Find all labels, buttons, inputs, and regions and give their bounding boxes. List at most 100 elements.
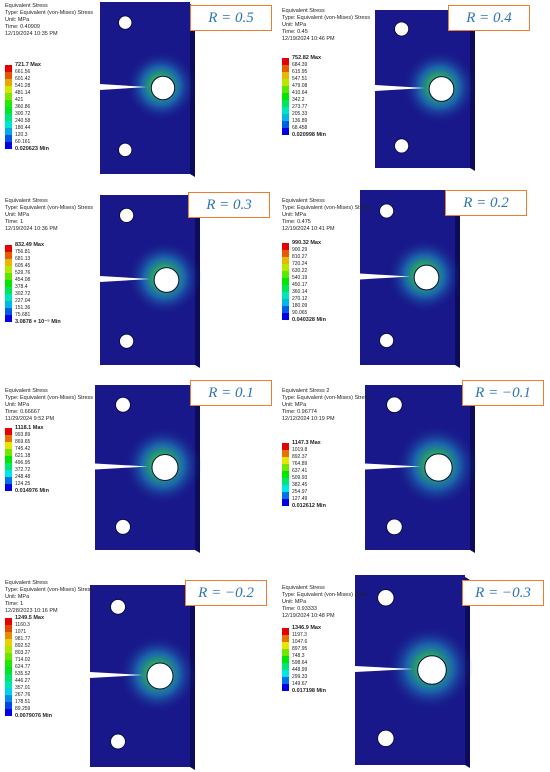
header-line: Unit: MPa	[5, 212, 30, 218]
legend-label: 0.020623 Min	[15, 146, 49, 152]
legend-swatch	[5, 674, 12, 681]
legend-label: 0.020998 Min	[292, 132, 326, 138]
specimen	[365, 385, 478, 553]
notch	[100, 276, 151, 282]
legend-row: 240.58	[5, 118, 49, 128]
pin-hole	[377, 589, 395, 607]
legend-label: 496.95	[15, 460, 31, 466]
legend-label: 3.0878 × 10⁻⁵ Min	[15, 319, 61, 325]
legend-swatch	[282, 250, 289, 257]
legend-row: 1197.3	[282, 632, 326, 642]
header-line: Type: Equivalent (von-Mises) Stress	[5, 395, 94, 401]
header-line: 12/19/2024 10:36 PM	[5, 226, 58, 232]
legend: 1249.5 Max 1160.3 1071 981.77 892.52 803.27 71…	[5, 615, 52, 720]
specimen	[355, 575, 473, 768]
r-label: R = 0.3	[188, 192, 270, 218]
legend-row: 372.72	[5, 467, 49, 477]
legend-label: 149.67	[292, 681, 308, 687]
legend-label: 752.82 Max	[292, 55, 322, 61]
legend-swatch	[5, 287, 12, 294]
legend-label: 300.72	[15, 111, 31, 117]
legend-swatch	[5, 653, 12, 660]
legend-swatch	[5, 463, 12, 470]
panel-header: Equivalent Stress Type: Equivalent (von-M…	[282, 8, 370, 43]
header-line: Time: 0.45	[282, 29, 308, 35]
legend-swatch	[282, 635, 289, 642]
legend-row: 0.014976 Min	[5, 488, 49, 495]
legend-row: 900.29	[282, 247, 326, 257]
header-line: 12/19/2024 10:48 PM	[282, 613, 335, 619]
legend-swatch	[5, 428, 12, 435]
header-line: Time: 1	[5, 601, 24, 607]
legend-label: 756.81	[15, 249, 31, 255]
legend-row: 450.17	[282, 282, 326, 292]
legend-label: 421	[15, 97, 24, 103]
legend-swatch	[282, 58, 289, 65]
legend-row: 601.42	[5, 76, 49, 86]
legend-swatch	[282, 299, 289, 306]
r-label: R = 0.2	[445, 190, 527, 216]
legend-label: 541.28	[15, 83, 31, 89]
legend-row: 136.89	[282, 118, 326, 128]
legend-swatch	[282, 443, 289, 450]
legend-row: 68.458	[282, 125, 326, 135]
panel-header: Equivalent Stress Type: Equivalent (von-M…	[5, 3, 93, 38]
legend-row: 1019.8	[282, 447, 326, 457]
legend-swatch	[5, 695, 12, 702]
legend-row: 60.161	[5, 139, 49, 149]
legend-label: 410.64	[292, 90, 308, 96]
panel-header: Equivalent Stress Type: Equivalent (von-M…	[282, 585, 367, 620]
legend-swatch	[282, 684, 289, 691]
legend-row: 496.95	[5, 460, 49, 470]
legend-row: 149.67	[282, 681, 326, 691]
legend-label: 509.93	[292, 475, 308, 481]
center-hole	[428, 76, 455, 102]
pin-hole	[115, 518, 131, 535]
legend-label: 479.08	[292, 83, 308, 89]
legend-row: 720.24	[282, 261, 326, 271]
legend-swatch	[282, 457, 289, 464]
legend: 990.32 Max 900.29 810.27 720.24 630.22 540.19…	[282, 240, 326, 324]
legend-row: 981.77	[5, 636, 52, 646]
legend-swatch	[5, 266, 12, 273]
legend-label: 981.77	[15, 636, 31, 642]
legend-label: 127.49	[292, 496, 308, 502]
legend-row: 547.51	[282, 76, 326, 86]
header-line: Equivalent Stress	[282, 585, 325, 591]
legend-swatch	[5, 484, 12, 491]
legend-swatch	[282, 677, 289, 684]
legend-swatch	[5, 245, 12, 252]
legend-label: 89.259	[15, 706, 31, 712]
legend-label: 481.14	[15, 90, 31, 96]
r-label: R = −0.3	[462, 580, 544, 606]
legend-swatch	[282, 478, 289, 485]
legend-row: 180.44	[5, 125, 49, 135]
legend-swatch	[282, 656, 289, 663]
header-line: Unit: MPa	[5, 594, 30, 600]
legend-swatch	[282, 670, 289, 677]
pin-hole	[386, 518, 403, 536]
legend-label: 892.52	[15, 643, 31, 649]
legend: 1346.9 Max 1197.3 1047.6 897.95 748.3 598.64 4…	[282, 625, 326, 695]
legend-row: 302.72	[5, 291, 61, 301]
legend-label: 598.64	[292, 660, 308, 666]
legend-label: 621.18	[15, 453, 31, 459]
panel-header: Equivalent Stress Type: Equivalent (von-M…	[5, 198, 93, 233]
legend-swatch	[282, 264, 289, 271]
legend-label: 832.49 Max	[15, 242, 45, 248]
legend-row: 621.18	[5, 453, 49, 463]
legend-swatch	[5, 259, 12, 266]
legend-swatch	[282, 257, 289, 264]
legend-label: 897.95	[292, 646, 308, 652]
notch	[100, 84, 148, 90]
pin-hole	[393, 138, 410, 154]
header-line: Type: Equivalent (von-Mises) Stress	[5, 10, 94, 16]
legend-label: 240.58	[15, 118, 31, 124]
legend-swatch	[5, 681, 12, 688]
legend-row: 892.37	[282, 454, 326, 464]
header-line: Equivalent Stress 2	[282, 388, 330, 394]
header-line: Type: Equivalent (von-Mises) Stress	[282, 15, 371, 21]
legend-label: 529.76	[15, 270, 31, 276]
legend-swatch	[5, 107, 12, 114]
